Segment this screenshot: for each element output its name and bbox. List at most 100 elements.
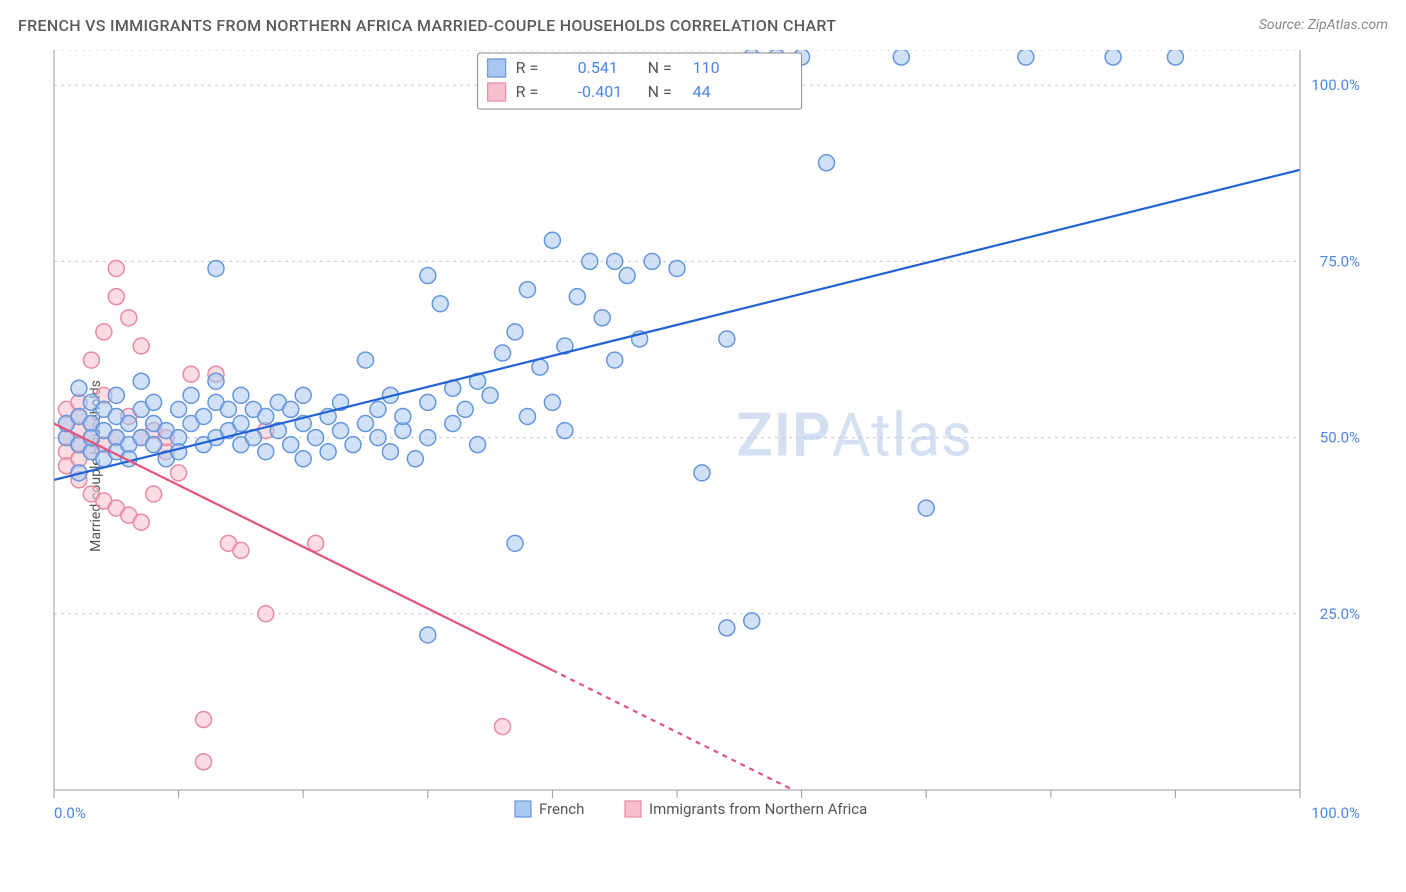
scatter-point-immigrants [233, 542, 249, 558]
scatter-point-french [582, 253, 598, 269]
scatter-point-french [208, 373, 224, 389]
scatter-point-french [532, 359, 548, 375]
scatter-point-immigrants [121, 310, 137, 326]
scatter-point-french [1105, 50, 1121, 65]
chart-area: Married-couple Households ZIPAtlas25.0%5… [0, 40, 1406, 892]
scatter-point-french [345, 437, 361, 453]
scatter-point-french [295, 387, 311, 403]
x-tick-label-left: 0.0% [54, 804, 86, 822]
scatter-point-immigrants [495, 719, 511, 735]
scatter-point-french [283, 437, 299, 453]
scatter-point-french [719, 331, 735, 347]
scatter-point-french [507, 535, 523, 551]
scatter-point-french [146, 394, 162, 410]
scatter-point-immigrants [196, 754, 212, 770]
scatter-point-french [432, 296, 448, 312]
scatter-point-french [495, 345, 511, 361]
scatter-point-immigrants [183, 366, 199, 382]
scatter-point-french [220, 401, 236, 417]
scatter-point-french [594, 310, 610, 326]
scatter-point-immigrants [108, 260, 124, 276]
legend-swatch-immigrants [625, 801, 641, 817]
scatter-point-french [544, 394, 560, 410]
stat-r-immigrants: -0.401 [578, 82, 623, 101]
stat-n-label: N = [648, 58, 672, 77]
scatter-point-french [744, 613, 760, 629]
scatter-point-french [196, 408, 212, 424]
scatter-point-french [893, 50, 909, 65]
scatter-point-french [233, 416, 249, 432]
chart-header: FRENCH VS IMMIGRANTS FROM NORTHERN AFRIC… [0, 0, 1406, 40]
scatter-point-immigrants [171, 465, 187, 481]
scatter-point-french [445, 416, 461, 432]
scatter-point-french [358, 416, 374, 432]
scatter-point-french [694, 465, 710, 481]
scatter-point-french [544, 232, 560, 248]
scatter-point-french [171, 401, 187, 417]
scatter-point-french [519, 408, 535, 424]
scatter-point-immigrants [133, 338, 149, 354]
scatter-point-french [607, 253, 623, 269]
scatter-point-french [333, 423, 349, 439]
scatter-point-immigrants [146, 486, 162, 502]
stat-n-french: 110 [693, 58, 720, 77]
scatter-point-french [470, 437, 486, 453]
scatter-point-immigrants [196, 712, 212, 728]
scatter-point-french [420, 430, 436, 446]
scatter-point-french [644, 253, 660, 269]
scatter-point-french [918, 500, 934, 516]
scatter-point-french [171, 444, 187, 460]
plot-area: ZIPAtlas25.0%50.0%75.0%100.0%0.0%100.0%R… [50, 50, 1370, 830]
scatter-point-immigrants [83, 352, 99, 368]
y-tick-label: 50.0% [1320, 429, 1360, 447]
scatter-point-french [569, 289, 585, 305]
scatter-point-french [183, 387, 199, 403]
scatter-point-french [395, 408, 411, 424]
scatter-point-french [507, 324, 523, 340]
scatter-point-french [133, 373, 149, 389]
trendline-french [54, 170, 1300, 480]
stat-r-french: 0.541 [578, 58, 618, 77]
x-tick-label-right: 100.0% [1311, 804, 1360, 822]
scatter-point-french [295, 451, 311, 467]
scatter-point-french [370, 401, 386, 417]
scatter-point-french [407, 451, 423, 467]
scatter-point-french [719, 620, 735, 636]
y-tick-label: 75.0% [1320, 252, 1360, 270]
scatter-point-french [619, 268, 635, 284]
scatter-point-french [121, 416, 137, 432]
scatter-point-immigrants [308, 535, 324, 551]
legend-label-french: French [539, 800, 584, 818]
scatter-point-french [557, 423, 573, 439]
scatter-point-french [320, 444, 336, 460]
scatter-point-french [420, 627, 436, 643]
scatter-point-french [669, 260, 685, 276]
scatter-point-french [370, 430, 386, 446]
scatter-point-french [420, 394, 436, 410]
scatter-point-immigrants [96, 324, 112, 340]
scatter-point-french [308, 430, 324, 446]
scatter-point-french [1018, 50, 1034, 65]
scatter-point-french [457, 401, 473, 417]
scatter-point-french [208, 260, 224, 276]
scatter-plot-svg: ZIPAtlas25.0%50.0%75.0%100.0%0.0%100.0%R… [50, 50, 1370, 830]
scatter-point-french [819, 155, 835, 171]
stat-n-immigrants: 44 [693, 82, 711, 101]
legend-swatch-french [515, 801, 531, 817]
scatter-point-french [71, 380, 87, 396]
scatter-point-french [283, 401, 299, 417]
scatter-point-immigrants [258, 606, 274, 622]
scatter-point-french [146, 437, 162, 453]
scatter-point-french [258, 444, 274, 460]
chart-title: FRENCH VS IMMIGRANTS FROM NORTHERN AFRIC… [18, 16, 836, 35]
scatter-point-french [482, 387, 498, 403]
scatter-point-french [420, 268, 436, 284]
legend-label-immigrants: Immigrants from Northern Africa [649, 800, 867, 818]
stat-n-label: N = [648, 82, 672, 101]
scatter-point-french [258, 408, 274, 424]
y-tick-label: 25.0% [1320, 605, 1360, 623]
scatter-point-immigrants [108, 289, 124, 305]
scatter-point-french [382, 444, 398, 460]
y-tick-label: 100.0% [1311, 76, 1360, 94]
scatter-point-french [519, 282, 535, 298]
